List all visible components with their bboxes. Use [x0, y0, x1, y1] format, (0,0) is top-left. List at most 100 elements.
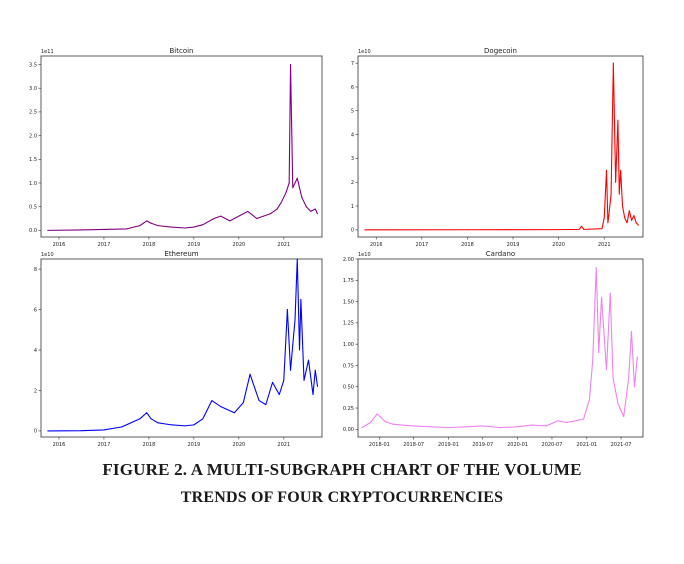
- data-point: [605, 369, 607, 371]
- data-point: [583, 228, 585, 230]
- data-point: [464, 426, 466, 428]
- data-point: [631, 219, 633, 221]
- plot-frame: [40, 258, 323, 438]
- y-tick-label: 2: [351, 180, 354, 186]
- x-tick-label: 2020: [552, 242, 565, 248]
- data-point: [139, 418, 141, 420]
- data-point: [125, 228, 127, 230]
- data-point: [620, 169, 622, 171]
- data-point: [256, 218, 258, 220]
- y-tick-label: 8: [34, 267, 37, 273]
- data-point: [580, 225, 582, 227]
- data-point: [290, 369, 292, 371]
- data-point: [413, 425, 415, 427]
- data-point: [233, 412, 235, 414]
- x-tick-label: 2020-01: [507, 442, 528, 448]
- data-point: [578, 228, 580, 230]
- data-point: [157, 422, 159, 424]
- data-point: [288, 182, 290, 184]
- x-tick-label: 2020: [232, 442, 245, 448]
- x-tick-label: 2019-07: [472, 442, 493, 448]
- data-point: [202, 418, 204, 420]
- data-point: [565, 422, 567, 424]
- data-point: [170, 226, 172, 228]
- data-point: [229, 220, 231, 222]
- data-point: [281, 201, 283, 203]
- data-point: [499, 427, 501, 429]
- data-point: [592, 360, 594, 362]
- y-tick-label: 6: [34, 307, 37, 313]
- subplot-ethereum: Ethereum 1e10 2016 2017 2018 2019 2020 2021 0 2 4 6…: [34, 250, 323, 448]
- x-tick-label: 2016: [53, 442, 66, 448]
- data-point: [633, 215, 635, 217]
- data-point: [531, 424, 533, 426]
- data-point: [296, 258, 298, 260]
- data-point: [47, 229, 49, 231]
- data-point: [601, 228, 603, 230]
- figure-caption-line-1: FIGURE 2. A MULTI-SUBGRAPH CHART OF THE …: [102, 460, 582, 479]
- data-point: [146, 412, 148, 414]
- data-point: [184, 425, 186, 427]
- data-point: [628, 210, 630, 212]
- data-point: [294, 319, 296, 321]
- data-point: [392, 423, 394, 425]
- data-point: [603, 217, 605, 219]
- data-point: [630, 330, 632, 332]
- data-point: [633, 386, 635, 388]
- axis-offset-label: 1e10: [358, 49, 371, 55]
- data-point: [617, 403, 619, 405]
- subplot-title: Bitcoin: [169, 47, 193, 55]
- x-tick-label: 2017: [98, 242, 111, 248]
- data-point: [220, 215, 222, 217]
- data-point: [220, 406, 222, 408]
- data-point: [301, 196, 303, 198]
- y-tick-label: 4: [34, 348, 37, 354]
- data-point: [184, 227, 186, 229]
- subplot-title: Cardano: [486, 250, 515, 258]
- data-point: [269, 213, 271, 215]
- data-point: [574, 420, 576, 422]
- data-point: [310, 210, 312, 212]
- data-point: [430, 426, 432, 428]
- series-line-bitcoin: [47, 63, 318, 231]
- data-point: [369, 422, 371, 424]
- y-tick-label: 1.25: [343, 321, 354, 327]
- data-point: [139, 225, 141, 227]
- y-tick-label: 5: [351, 109, 354, 115]
- plot-frame: [357, 258, 644, 438]
- y-tick-label: 2.5: [29, 110, 37, 116]
- data-point: [466, 229, 468, 231]
- data-point: [606, 169, 608, 171]
- data-point: [211, 400, 213, 402]
- data-point: [379, 416, 381, 418]
- data-point: [312, 394, 314, 396]
- data-point: [635, 222, 637, 224]
- data-point: [265, 404, 267, 406]
- data-point: [80, 430, 82, 432]
- y-tick-label: 2: [34, 388, 37, 394]
- y-tick-label: 3.5: [29, 62, 37, 68]
- data-point: [583, 418, 585, 420]
- data-point: [636, 356, 638, 358]
- subplot-dogecoin: Dogecoin 1e10 2016 2017 2018 2019 2020 2021 0 1 2 3…: [351, 47, 644, 248]
- x-tick-label: 2018: [461, 242, 474, 248]
- data-point: [157, 225, 159, 227]
- data-point: [376, 413, 378, 415]
- data-point: [193, 424, 195, 426]
- subplot-title: Ethereum: [164, 250, 198, 258]
- data-point: [595, 267, 597, 269]
- data-point: [517, 426, 519, 428]
- data-point: [361, 427, 363, 429]
- x-tick-label: 2019: [187, 242, 200, 248]
- x-tick-label: 2018-07: [403, 442, 424, 448]
- x-tick-label: 2021: [277, 242, 290, 248]
- data-point: [80, 229, 82, 231]
- data-point: [317, 213, 319, 215]
- plot-frame: [357, 55, 644, 238]
- y-tick-label: 7: [351, 61, 354, 67]
- y-tick-label: 1: [351, 204, 354, 210]
- y-tick-label: 6: [351, 85, 354, 91]
- data-point: [558, 229, 560, 231]
- y-tick-label: 2.0: [29, 133, 37, 139]
- y-tick-label: 0.50: [343, 385, 354, 391]
